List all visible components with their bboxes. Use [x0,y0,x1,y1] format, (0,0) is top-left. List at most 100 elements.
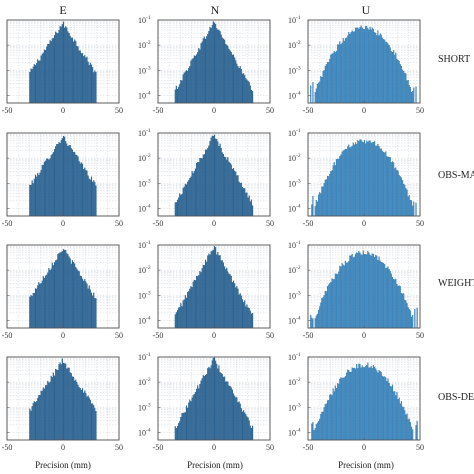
histogram-bar [71,376,74,441]
histogram-bar [252,91,254,104]
histogram-bar [178,86,180,104]
histogram-bar [220,373,222,441]
histogram-bar [207,148,209,217]
histogram-bar [369,26,371,104]
histogram-bar [53,149,56,217]
histogram-bar [211,135,213,217]
histogram-bar [333,279,335,329]
x-tick-label: 50 [266,219,274,228]
histogram-bar [368,140,370,217]
histogram-bar [74,152,76,217]
histogram-bar [33,178,35,217]
histogram-bar [389,47,391,104]
histogram-bar [70,373,72,441]
x-tick-label: 50 [115,331,123,340]
histogram-bar [187,407,189,441]
y-tick-exponent: -1 [146,352,151,358]
y-tick-label: 10 [138,91,146,100]
histogram-bar [66,253,68,329]
histogram-bar [176,199,179,217]
histogram-bar [369,367,371,441]
histogram-bar [187,70,189,104]
histogram-bar [400,177,403,217]
histogram-bar [243,188,245,217]
histogram-bar [210,251,212,329]
x-tick-label: -50 [303,106,314,115]
histogram-bar [412,91,414,104]
histogram-bar [232,393,235,441]
histogram-bar [196,388,198,441]
histogram-bar [215,24,217,104]
histogram-bar [208,366,210,441]
histogram-bar [51,262,53,329]
histogram-bar [77,384,79,441]
histogram-bar [314,428,316,441]
histogram-bar [385,268,387,329]
histogram-bar [416,421,418,441]
y-tick-label: 10 [138,428,146,437]
y-tick-label: 10 [288,316,296,325]
histogram-bar [333,391,335,441]
histogram-bar [37,397,39,441]
histogram-bar [92,181,94,217]
histogram-bar [246,304,248,329]
histogram-bar [212,249,214,329]
histogram-bar [38,395,40,441]
histogram-bar [349,34,351,104]
histogram-bar [343,40,345,104]
histogram-bar [328,284,330,329]
histogram-bar [377,144,379,217]
histogram-bar [375,145,377,217]
histogram-bar [213,246,216,329]
histogram-bar [178,423,180,441]
histogram-bar [219,372,221,441]
y-tick-label: 10 [138,353,146,362]
histogram-bar [405,188,407,217]
histogram-bar [32,66,34,104]
histogram-bar [414,308,416,329]
histogram-bar [181,80,183,104]
histogram-bar [386,381,388,441]
histogram-bar [395,395,397,441]
x-tick-label: 50 [115,106,123,115]
histogram-bar [247,197,249,217]
histogram-bar [407,196,409,217]
histogram-bar [390,51,392,104]
histogram-bar [218,255,220,329]
x-axis-label-n: Precision (mm) [187,460,243,470]
histogram-bar [405,73,407,104]
histogram-bar [362,250,364,329]
histogram-bar [231,282,233,329]
histogram-bar [321,411,323,441]
y-tick-label: 10 [138,403,146,412]
histogram-bar [342,377,344,441]
histogram-bar [179,193,181,217]
histogram-bar [180,79,182,104]
y-tick-label: 10 [288,179,296,188]
histogram-bar [316,422,319,441]
histogram-bar [89,289,91,329]
histogram-bar [187,292,189,329]
histogram-bar [408,195,410,217]
histogram-bar [387,43,389,104]
histogram-bar [86,283,88,329]
histogram-bar [332,165,334,217]
histogram-bar [249,425,251,441]
histogram-bar [250,313,253,329]
histogram-bar [249,85,251,104]
y-tick-label: 10 [288,291,296,300]
histogram-bar [182,187,184,217]
histogram-bar [337,274,339,329]
histogram-bar [219,143,221,217]
histogram-bar [74,39,76,104]
y-tick-exponent: -3 [296,178,301,184]
histogram-bar [366,365,368,441]
histogram-bar [197,52,199,104]
y-tick-label: 10 [138,66,146,75]
panel-e-obs-de: -50 0 50 [2,356,123,452]
x-axis-label-u: Precision (mm) [338,460,394,470]
histogram-bar [326,286,329,329]
y-tick-exponent: -1 [296,240,301,246]
histogram-bar [232,280,235,329]
histogram-bar [218,145,220,217]
